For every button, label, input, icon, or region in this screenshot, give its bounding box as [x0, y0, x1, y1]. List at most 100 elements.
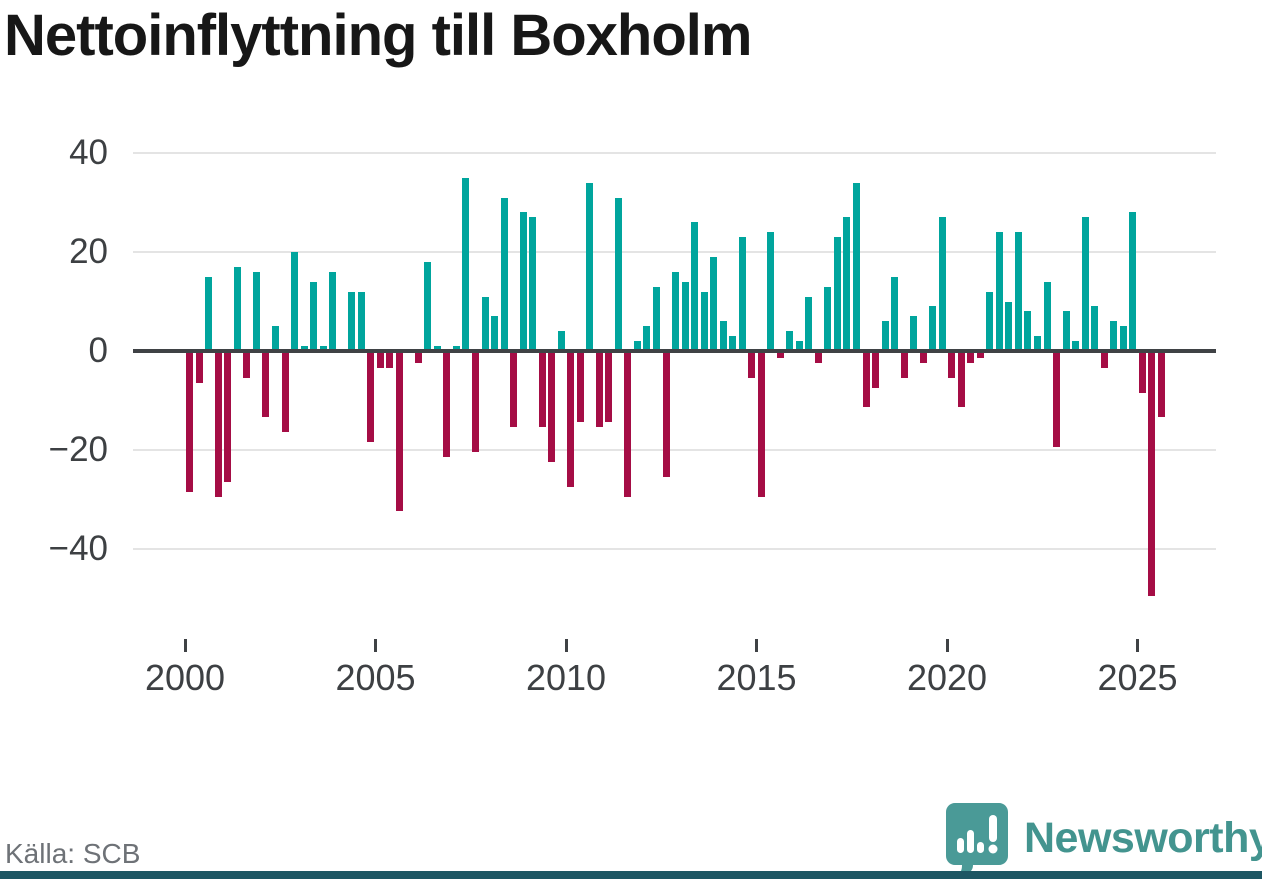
bar-positive	[452, 346, 460, 351]
bar-negative	[976, 353, 984, 358]
y-tick-label: −40	[48, 529, 108, 568]
bar-positive	[1129, 212, 1137, 351]
y-tick-label: −20	[48, 430, 108, 469]
bar-positive	[357, 291, 365, 351]
bar-negative	[576, 353, 584, 423]
bar-positive	[481, 296, 489, 351]
bar-positive	[738, 237, 746, 351]
bar-negative	[776, 353, 784, 358]
bar-positive	[986, 291, 994, 351]
bar-negative	[567, 353, 575, 487]
bar-positive	[710, 256, 718, 351]
bar-negative	[748, 353, 756, 378]
bar-positive	[786, 331, 794, 351]
bar-positive	[795, 341, 803, 351]
bar-positive	[729, 336, 737, 351]
bar-negative	[386, 353, 394, 368]
x-tick-mark	[945, 639, 949, 652]
gridline	[133, 251, 1216, 253]
bar-negative	[443, 353, 451, 457]
chart-title: Nettoinflyttning till Boxholm	[4, 3, 752, 68]
bar-positive	[614, 197, 622, 351]
footer-strip	[0, 871, 1262, 879]
bar-positive	[557, 331, 565, 351]
bar-negative	[367, 353, 375, 443]
bar-positive	[719, 321, 727, 351]
bar-negative	[186, 353, 194, 492]
bar-negative	[605, 353, 613, 423]
bar-positive	[1062, 311, 1070, 351]
bar-negative	[1148, 353, 1156, 596]
bar-negative	[948, 353, 956, 378]
bar-negative	[281, 353, 289, 433]
x-axis-zero-line	[133, 349, 1216, 353]
bar-negative	[862, 353, 870, 408]
bar-negative	[376, 353, 384, 368]
y-tick-label: 0	[88, 331, 108, 370]
bar-negative	[1157, 353, 1165, 418]
bar-negative	[395, 353, 403, 512]
bar-negative	[414, 353, 422, 363]
bar-negative	[243, 353, 251, 378]
bar-positive	[233, 266, 241, 351]
bar-positive	[910, 316, 918, 351]
bar-negative	[1100, 353, 1108, 368]
bar-positive	[652, 286, 660, 351]
bar-positive	[805, 296, 813, 351]
bar-positive	[700, 291, 708, 351]
bar-negative	[595, 353, 603, 428]
x-tick-label: 2000	[144, 657, 226, 698]
bar-negative	[967, 353, 975, 363]
bar-positive	[1072, 341, 1080, 351]
bar-positive	[643, 326, 651, 351]
gridline	[133, 449, 1216, 451]
bar-positive	[1014, 232, 1022, 351]
bar-positive	[329, 271, 337, 351]
x-tick-label: 2005	[335, 657, 416, 698]
bar-positive	[767, 232, 775, 351]
bar-positive	[843, 217, 851, 351]
bar-positive	[300, 346, 308, 351]
bar-positive	[252, 271, 260, 351]
bar-positive	[824, 286, 832, 351]
bar-positive	[853, 182, 860, 351]
bar-negative	[662, 353, 670, 477]
bar-positive	[433, 346, 441, 351]
bar-positive	[1043, 281, 1051, 351]
x-tick-label: 2015	[716, 657, 797, 698]
x-tick-mark	[374, 639, 377, 652]
bar-positive	[672, 271, 680, 351]
x-tick-mark	[183, 639, 187, 652]
bar-negative	[814, 353, 822, 363]
bar-positive	[271, 326, 279, 351]
bar-positive	[929, 306, 937, 351]
bar-positive	[319, 346, 327, 351]
bar-positive	[500, 197, 508, 351]
bar-positive	[424, 261, 432, 351]
bar-positive	[833, 237, 841, 351]
x-tick-label: 2020	[906, 657, 988, 698]
bar-positive	[1091, 306, 1099, 351]
bar-positive	[1110, 321, 1118, 351]
bar-positive	[938, 217, 946, 351]
bar-negative	[510, 353, 518, 428]
bar-positive	[586, 182, 594, 351]
bar-negative	[538, 353, 546, 428]
source-label: Källa: SCB	[5, 838, 141, 869]
bar-positive	[633, 341, 641, 351]
x-tick-mark	[755, 639, 758, 652]
y-tick-label: 20	[69, 232, 108, 271]
bar-negative	[624, 353, 632, 497]
gridline	[133, 152, 1216, 154]
bar-positive	[881, 321, 889, 351]
bar-positive	[1024, 311, 1032, 351]
bar-negative	[919, 353, 927, 363]
bar-positive	[310, 281, 318, 351]
bar-positive	[1033, 336, 1041, 351]
newsworthy-logo: Newsworthy	[945, 802, 1262, 875]
bar-positive	[462, 177, 470, 351]
brand-name: Newsworthy	[1024, 814, 1262, 862]
bar-negative	[900, 353, 908, 378]
